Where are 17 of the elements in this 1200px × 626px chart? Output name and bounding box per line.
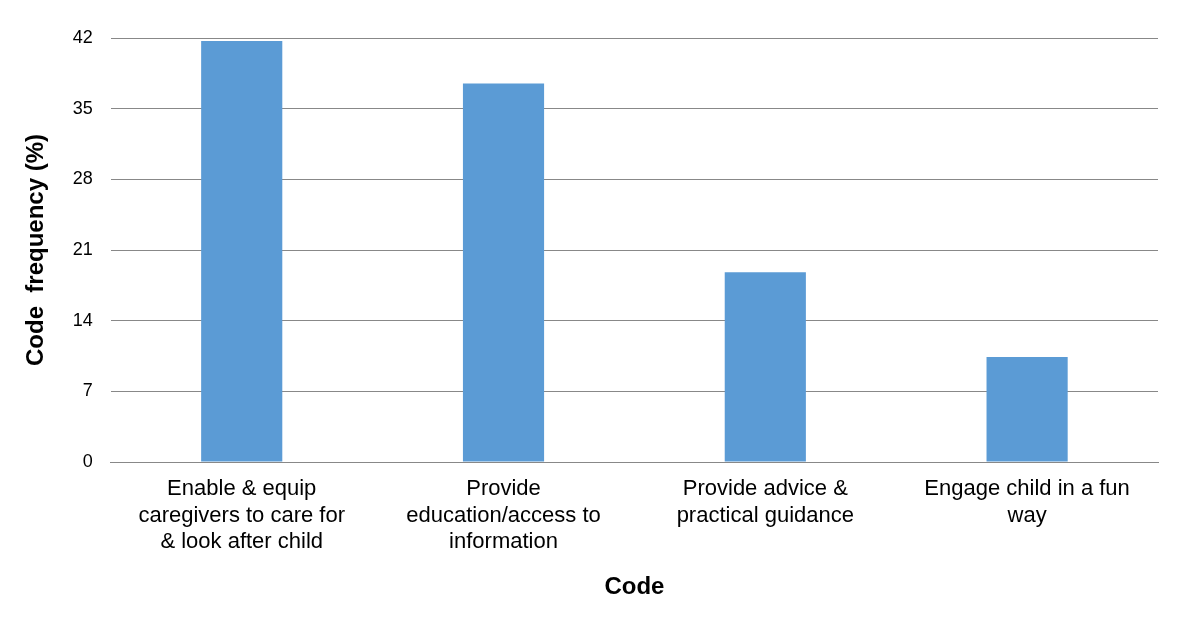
y-tick-label: 28 bbox=[72, 168, 93, 189]
x-tick-label: Provide education/access to information bbox=[406, 475, 601, 554]
x-axis-title: Code bbox=[604, 572, 665, 600]
bar bbox=[986, 357, 1068, 462]
y-tick-label: 35 bbox=[72, 97, 93, 118]
bar bbox=[201, 41, 283, 462]
y-axis-title: Code frequency (%) bbox=[21, 133, 49, 367]
x-tick-label: Enable & equip caregivers to care for & look after child bbox=[138, 475, 346, 554]
y-tick-label: 0 bbox=[82, 450, 93, 471]
bar bbox=[462, 83, 545, 462]
x-tick-label: Engage child in a fun way bbox=[924, 475, 1130, 527]
x-tick-label: Provide advice & practical guidance bbox=[676, 475, 854, 527]
y-tick-label: 7 bbox=[82, 380, 93, 401]
y-tick-label: 14 bbox=[72, 309, 93, 330]
y-tick-label: 42 bbox=[72, 26, 93, 47]
bar bbox=[724, 272, 806, 462]
y-tick-label: 21 bbox=[72, 238, 93, 259]
